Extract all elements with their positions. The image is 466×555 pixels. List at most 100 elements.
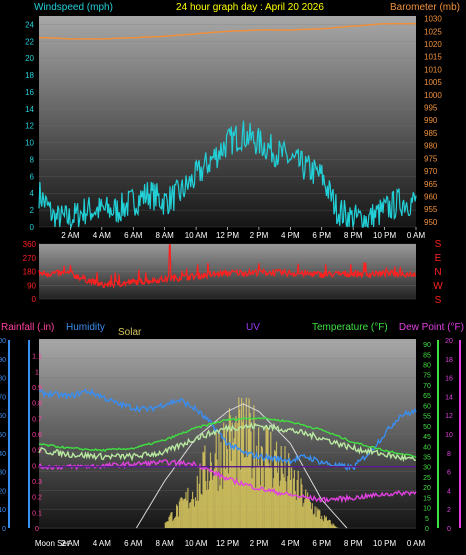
temperature-tick-label: 65: [423, 393, 431, 400]
time-tick-label: 0 AM: [407, 539, 426, 548]
barometer-tick-label: 990: [424, 116, 438, 125]
solar-bar: [273, 478, 275, 528]
temperature-line: [38, 421, 417, 463]
humidity-tick-label: 0: [2, 526, 6, 533]
rain-tick-label: 0.8: [32, 401, 42, 408]
solar-bar: [170, 512, 172, 528]
solar-bar: [285, 481, 287, 528]
solar-bar: [212, 475, 214, 528]
solar-bar: [323, 521, 325, 528]
windspeed-tick-label: 2: [30, 206, 35, 215]
solar-bar: [274, 450, 276, 528]
solar-bar: [209, 452, 212, 528]
barometer-tick-label: 960: [424, 192, 438, 201]
barometer-tick-label: 950: [424, 218, 438, 227]
solar-bar: [222, 488, 224, 528]
solar-bar: [280, 446, 282, 528]
direction-tick-label: 270: [23, 254, 37, 263]
solar-bar: [225, 469, 227, 528]
rain-tick-label: 0.1: [32, 510, 42, 517]
barometer-tick-label: 995: [424, 104, 438, 113]
humidity-tick-label: 60: [0, 413, 6, 420]
solar-bar: [291, 494, 294, 528]
barometer-tick-label: 975: [424, 154, 438, 163]
time-tick-label: 10 AM: [185, 539, 208, 548]
solar-bar: [191, 499, 193, 528]
solar-bar: [324, 517, 327, 528]
time-tick-label: 6 AM: [124, 539, 143, 548]
windspeed-tick-label: 12: [25, 122, 34, 131]
temperature-tick-label: 70: [423, 383, 431, 390]
solar-bar: [229, 415, 231, 528]
barometer-tick-label: 1030: [424, 15, 442, 24]
compass-label: S: [435, 295, 442, 306]
solar-bar: [176, 504, 178, 528]
solar-bar: [236, 480, 238, 528]
solar-bar: [173, 519, 175, 528]
solar-bar: [292, 478, 294, 528]
solar-bar: [213, 469, 215, 528]
solar-bar: [202, 451, 204, 528]
solar-bar: [315, 516, 317, 528]
time-tick-label: 8 PM: [344, 231, 363, 240]
dewpoint-line: [38, 459, 417, 504]
solar-bar: [256, 445, 258, 528]
solar-bar: [299, 496, 301, 528]
time-tick-label: 4 PM: [281, 539, 300, 548]
dewpoint-label: Dew Point (°F): [399, 322, 464, 333]
solar-bar: [272, 487, 274, 528]
solar-bar: [316, 507, 318, 528]
temperature-tick-label: 45: [423, 434, 431, 441]
solar-bar: [165, 522, 167, 528]
solar-bar: [307, 498, 310, 528]
solar-bar: [319, 510, 321, 528]
rainfall-label: Rainfall (.in): [1, 322, 54, 333]
time-tick-label: 10 PM: [373, 539, 396, 548]
solar-bar: [333, 524, 335, 528]
solar-bar: [275, 441, 278, 528]
time-tick-label: 4 AM: [93, 539, 112, 548]
solar-bar: [199, 463, 201, 528]
solar-bar: [264, 458, 266, 528]
solar-bar: [190, 501, 192, 528]
windspeed-tick-label: 18: [25, 71, 34, 80]
temperature-tick-label: 30: [423, 465, 431, 472]
time-tick-label: 4 PM: [281, 231, 300, 240]
solar-bar: [268, 463, 270, 528]
solar-bar: [237, 422, 239, 528]
solar-bar: [218, 432, 220, 528]
humidity-tick-label: 20: [0, 488, 6, 495]
solar-bar: [177, 516, 180, 528]
solar-bar: [211, 479, 213, 528]
solar-bar: [169, 515, 171, 528]
windspeed-line: [38, 120, 417, 230]
solar-bar: [189, 502, 191, 528]
rain-tick-label: 0: [35, 526, 39, 533]
time-tick-label: 2 AM: [61, 231, 80, 240]
wind-plot-area: [39, 16, 416, 227]
solar-bar: [198, 483, 200, 528]
solar-bar: [283, 477, 285, 528]
solar-bar: [175, 516, 177, 528]
time-tick-label: 12 PM: [216, 231, 239, 240]
solar-bar: [203, 452, 205, 528]
solar-bar: [192, 491, 194, 528]
windspeed-tick-label: 0: [30, 223, 35, 232]
temperature-high-line: [38, 416, 417, 459]
solar-bar: [266, 428, 268, 528]
temperature-tick-label: 50: [423, 424, 431, 431]
barometer-line: [38, 22, 416, 40]
solar-bar: [330, 523, 332, 528]
dewpoint-tick-label: 2: [447, 507, 451, 514]
humidity-tick-label: 90: [0, 357, 6, 364]
solar-bar: [334, 525, 336, 528]
solar-bar: [307, 492, 309, 528]
temperature-tick-label: 25: [423, 475, 431, 482]
solar-bar: [281, 463, 283, 528]
solar-bar: [238, 397, 240, 528]
solar-bar: [289, 458, 291, 528]
temperature-tick-label: 5: [425, 516, 429, 523]
temperature-tick-label: 0: [425, 526, 429, 533]
solar-bar: [248, 398, 250, 528]
windspeed-tick-label: 10: [25, 139, 34, 148]
